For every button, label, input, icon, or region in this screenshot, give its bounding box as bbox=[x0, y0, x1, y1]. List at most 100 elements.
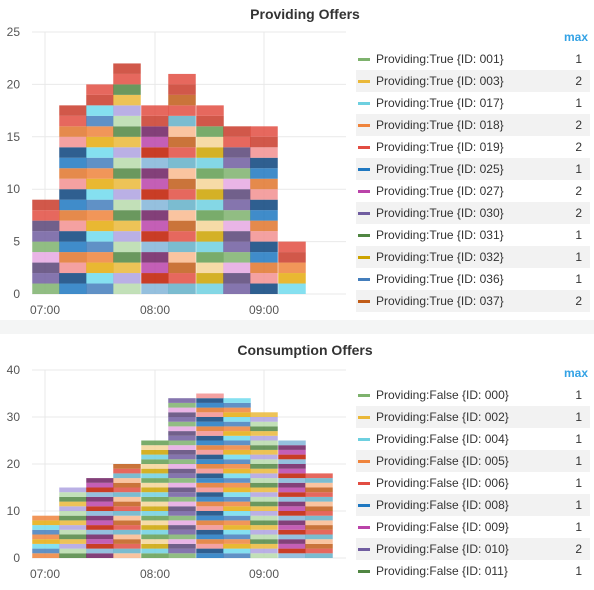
bar-segment[interactable] bbox=[250, 529, 278, 535]
bar-segment[interactable] bbox=[278, 241, 306, 253]
bar-segment[interactable] bbox=[196, 262, 224, 274]
bar-segment[interactable] bbox=[278, 459, 306, 464]
bar-segment[interactable] bbox=[32, 529, 60, 535]
legend-item[interactable]: Providing:False {ID: 005} 1 bbox=[356, 450, 590, 472]
bar-segment[interactable] bbox=[250, 511, 278, 516]
bar-segment[interactable] bbox=[305, 501, 333, 507]
bar-segment[interactable] bbox=[223, 241, 251, 253]
legend-label[interactable]: Providing:True {ID: 003} bbox=[376, 74, 504, 88]
bar-segment[interactable] bbox=[113, 525, 141, 530]
bar-segment[interactable] bbox=[250, 440, 278, 446]
legend-item[interactable]: Providing:True {ID: 003} 2 bbox=[356, 70, 590, 92]
bar-segment[interactable] bbox=[113, 487, 141, 493]
bar-segment[interactable] bbox=[32, 525, 60, 530]
bar-segment[interactable] bbox=[59, 136, 87, 148]
bar-segment[interactable] bbox=[59, 105, 87, 116]
legend-max-header[interactable]: max bbox=[563, 366, 588, 380]
bar-segment[interactable] bbox=[113, 548, 141, 554]
bar-segment[interactable] bbox=[168, 273, 196, 284]
bar-segment[interactable] bbox=[168, 126, 196, 137]
bar-segment[interactable] bbox=[32, 548, 60, 554]
bar-segment[interactable] bbox=[223, 520, 251, 526]
bar-segment[interactable] bbox=[113, 529, 141, 535]
bar-segment[interactable] bbox=[250, 252, 278, 263]
bar-segment[interactable] bbox=[196, 136, 224, 148]
bar-segment[interactable] bbox=[305, 473, 333, 479]
bar-segment[interactable] bbox=[278, 449, 306, 455]
bar-segment[interactable] bbox=[113, 199, 141, 211]
bar-segment[interactable] bbox=[196, 515, 224, 521]
bar-segment[interactable] bbox=[141, 210, 169, 221]
bar-segment[interactable] bbox=[168, 426, 196, 432]
bar-segment[interactable] bbox=[305, 543, 333, 549]
bar-segment[interactable] bbox=[196, 407, 224, 413]
bar-segment[interactable] bbox=[305, 553, 333, 558]
bar-segment[interactable] bbox=[223, 449, 251, 455]
bar-segment[interactable] bbox=[32, 520, 60, 526]
bar-segment[interactable] bbox=[250, 136, 278, 148]
bar-segment[interactable] bbox=[113, 126, 141, 137]
bar-segment[interactable] bbox=[141, 548, 169, 554]
bar-segment[interactable] bbox=[59, 543, 87, 549]
bar-segment[interactable] bbox=[278, 506, 306, 511]
bar-segment[interactable] bbox=[113, 539, 141, 544]
bar-segment[interactable] bbox=[141, 178, 169, 190]
bar-segment[interactable] bbox=[141, 520, 169, 526]
bar-segment[interactable] bbox=[250, 199, 278, 211]
legend-label[interactable]: Providing:True {ID: 019} bbox=[376, 140, 504, 154]
legend-item[interactable]: Providing:True {ID: 032} 1 bbox=[356, 246, 590, 268]
bar-segment[interactable] bbox=[168, 94, 196, 106]
legend-label[interactable]: Providing:False {ID: 000} bbox=[376, 388, 509, 402]
bar-segment[interactable] bbox=[59, 487, 87, 493]
legend-label[interactable]: Providing:False {ID: 008} bbox=[376, 498, 509, 512]
bar-segment[interactable] bbox=[250, 231, 278, 242]
bar-segment[interactable] bbox=[86, 492, 114, 497]
bar-segment[interactable] bbox=[113, 511, 141, 516]
bar-segment[interactable] bbox=[278, 283, 306, 294]
bar-segment[interactable] bbox=[141, 241, 169, 253]
bar-segment[interactable] bbox=[250, 449, 278, 455]
bar-segment[interactable] bbox=[278, 273, 306, 284]
bar-segment[interactable] bbox=[113, 189, 141, 200]
bar-segment[interactable] bbox=[223, 511, 251, 516]
bar-stack[interactable] bbox=[168, 73, 196, 294]
bar-segment[interactable] bbox=[223, 431, 251, 436]
bar-segment[interactable] bbox=[223, 421, 251, 427]
bar-segment[interactable] bbox=[113, 178, 141, 190]
bar-segment[interactable] bbox=[32, 515, 60, 521]
bar-segment[interactable] bbox=[59, 534, 87, 540]
bar-segment[interactable] bbox=[278, 501, 306, 507]
bar-segment[interactable] bbox=[196, 534, 224, 540]
bar-segment[interactable] bbox=[223, 210, 251, 221]
bar-segment[interactable] bbox=[32, 534, 60, 540]
bar-segment[interactable] bbox=[196, 440, 224, 446]
bar-segment[interactable] bbox=[86, 231, 114, 242]
bar-segment[interactable] bbox=[141, 136, 169, 148]
bar-stack[interactable] bbox=[113, 63, 141, 294]
bar-segment[interactable] bbox=[196, 539, 224, 544]
bar-segment[interactable] bbox=[196, 520, 224, 526]
legend-label[interactable]: Providing:True {ID: 036} bbox=[376, 272, 504, 286]
bar-segment[interactable] bbox=[223, 459, 251, 464]
legend-item[interactable]: Providing:False {ID: 011} 1 bbox=[356, 560, 590, 582]
bar-segment[interactable] bbox=[278, 262, 306, 274]
bar-segment[interactable] bbox=[59, 210, 87, 221]
bar-stack[interactable] bbox=[141, 105, 169, 294]
bar-segment[interactable] bbox=[223, 178, 251, 190]
bar-segment[interactable] bbox=[59, 252, 87, 263]
bar-segment[interactable] bbox=[223, 199, 251, 211]
bar-segment[interactable] bbox=[32, 220, 60, 232]
bar-segment[interactable] bbox=[196, 449, 224, 455]
bar-segment[interactable] bbox=[196, 168, 224, 179]
legend-item[interactable]: Providing:False {ID: 004} 1 bbox=[356, 428, 590, 450]
bar-segment[interactable] bbox=[168, 398, 196, 403]
bar-segment[interactable] bbox=[86, 168, 114, 179]
bar-segment[interactable] bbox=[168, 501, 196, 507]
bar-segment[interactable] bbox=[223, 412, 251, 417]
bar-segment[interactable] bbox=[86, 147, 114, 158]
bar-segment[interactable] bbox=[305, 525, 333, 530]
bar-segment[interactable] bbox=[278, 445, 306, 450]
bar-segment[interactable] bbox=[196, 496, 224, 502]
bar-segment[interactable] bbox=[168, 459, 196, 464]
legend-item[interactable]: Providing:True {ID: 027} 2 bbox=[356, 180, 590, 202]
